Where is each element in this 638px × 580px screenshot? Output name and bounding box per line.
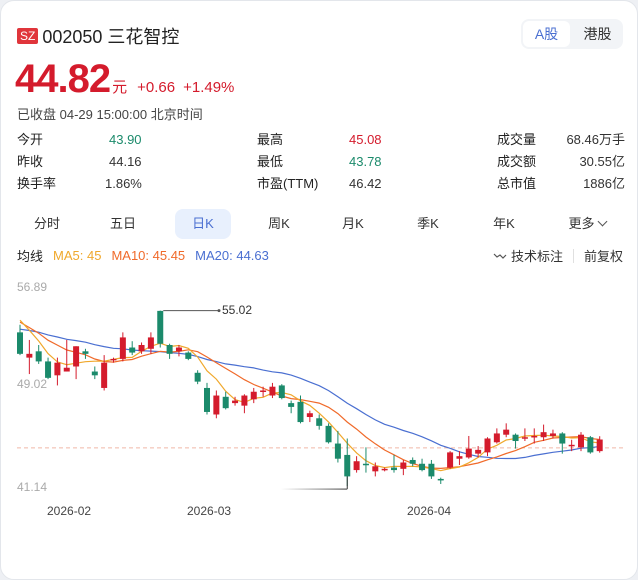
- tab-intraday[interactable]: 分时: [33, 216, 60, 231]
- stat-label-low: 最低: [257, 154, 284, 169]
- price-block: 44.82 元 +0.66 +1.49%: [15, 57, 242, 102]
- stock-header: SZ 002050 三花智控: [17, 23, 179, 49]
- stat-label-turnover-amount: 成交额: [497, 154, 537, 169]
- tab-more[interactable]: 更多: [555, 209, 619, 239]
- stat-label-high: 最高: [257, 132, 284, 147]
- stat-value-volume: 68.46万手: [566, 132, 625, 147]
- ma-legend: 均线 MA5: 45 MA10: 45.45 MA20: 44.63: [17, 246, 269, 265]
- stat-label-open: 今开: [17, 132, 44, 147]
- stats-row: 昨收 44.16 最低 43.78 成交额 30.55亿: [17, 153, 625, 175]
- wave-icon: [493, 253, 507, 259]
- market-status-time: 已收盘 04-29 15:00:00 北京时间: [17, 107, 203, 122]
- tab-hk-share[interactable]: 港股: [583, 26, 612, 42]
- ma10-value: MA10: 45.45: [111, 248, 186, 263]
- stat-value-prev-close: 44.16: [109, 154, 142, 169]
- stat-value-open: 43.90: [109, 132, 142, 147]
- price-unit: 元: [112, 79, 128, 96]
- x-axis-label-feb: 2026-02: [47, 504, 92, 518]
- y-axis-label-min: 41.14: [17, 480, 48, 494]
- tab-daily-k[interactable]: 日K: [175, 209, 231, 239]
- x-axis-label-apr: 2026-04: [407, 504, 452, 518]
- y-axis-label-max: 56.89: [17, 280, 48, 294]
- tab-monthly-k[interactable]: 月K: [342, 216, 364, 231]
- exchange-badge: SZ: [17, 28, 39, 44]
- divider: [572, 248, 574, 263]
- x-axis-label-mar: 2026-03: [187, 504, 232, 518]
- stat-value-pe-ttm: 46.42: [349, 176, 382, 191]
- price-change-pct: +1.49%: [183, 79, 235, 96]
- annotation-toggle[interactable]: 技术标注: [493, 246, 563, 265]
- stock-code-name: 002050 三花智控: [42, 27, 180, 47]
- stat-label-volume: 成交量: [497, 132, 537, 147]
- stats-grid: 今开 43.90 最高 45.08 成交量 68.46万手 昨收 44.16 最…: [17, 131, 625, 197]
- market-switch: A股 港股: [521, 19, 623, 49]
- stat-value-turnover-amount: 30.55亿: [579, 154, 625, 169]
- y-axis-label-mid: 49.02: [17, 377, 48, 391]
- ma5-value: MA5: 45: [53, 248, 102, 263]
- tab-a-share[interactable]: A股: [523, 21, 570, 47]
- stat-value-high: 45.08: [349, 132, 382, 147]
- period-tabs: 分时 五日 日K 周K 月K 季K 年K 更多: [15, 209, 625, 239]
- stat-value-market-cap: 1886亿: [583, 176, 625, 191]
- stat-label-pe-ttm: 市盈(TTM): [257, 176, 319, 191]
- stats-row: 换手率 1.86% 市盈(TTM) 46.42 总市值 1886亿: [17, 175, 625, 197]
- stat-label-turnover-rate: 换手率: [17, 176, 57, 191]
- ma-legend-title: 均线: [17, 249, 44, 264]
- tab-yearly-k[interactable]: 年K: [493, 216, 515, 231]
- current-price: 44.82: [15, 57, 111, 101]
- price-change: +0.66: [137, 79, 176, 96]
- tab-more-label: 更多: [568, 216, 595, 231]
- tab-weekly-k[interactable]: 周K: [268, 216, 290, 231]
- stat-value-turnover-rate: 1.86%: [105, 176, 142, 191]
- annotation-label: 技术标注: [510, 249, 563, 264]
- stat-label-market-cap: 总市值: [497, 176, 537, 191]
- ma20-value: MA20: 44.63: [195, 248, 269, 263]
- adjust-mode-button[interactable]: 前复权: [583, 249, 623, 264]
- tab-five-day[interactable]: 五日: [109, 216, 136, 231]
- stat-value-low: 43.78: [349, 154, 382, 169]
- stats-row: 今开 43.90 最高 45.08 成交量 68.46万手: [17, 131, 625, 153]
- chart-tools: 技术标注 前复权: [493, 246, 623, 265]
- max-high-label: 55.02: [222, 302, 253, 317]
- tab-quarterly-k[interactable]: 季K: [417, 216, 439, 231]
- stat-label-prev-close: 昨收: [17, 154, 44, 169]
